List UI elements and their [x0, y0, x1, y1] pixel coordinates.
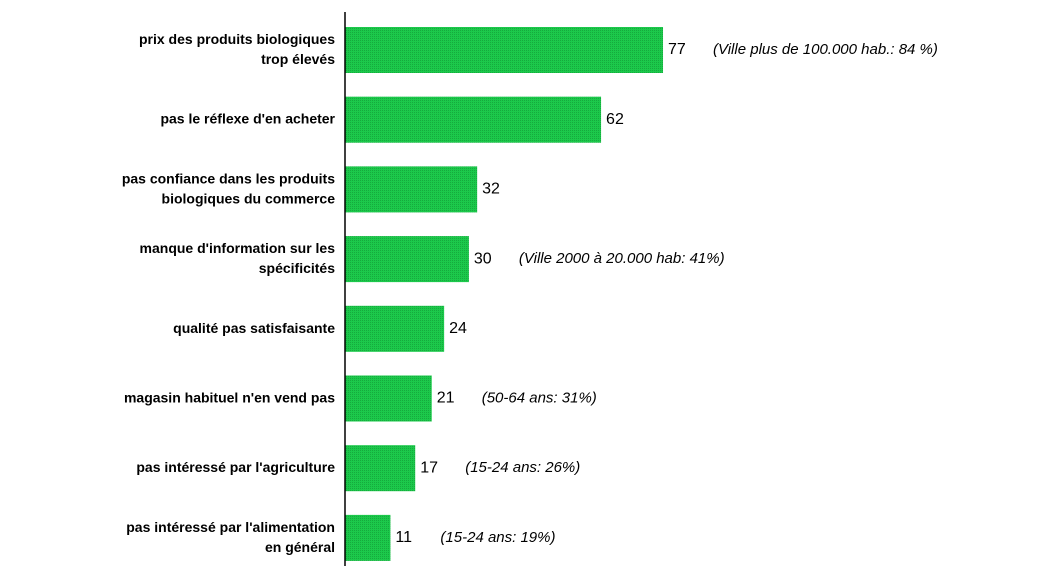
category-line: biologiques du commerce — [162, 190, 336, 206]
category-line: spécificités — [259, 260, 335, 276]
category-line: en général — [265, 539, 335, 555]
bar-texture — [345, 236, 469, 283]
category-label: prix des produits biologiques trop élevés — [139, 31, 335, 67]
bar-texture — [345, 305, 445, 352]
value-label: 32 — [482, 181, 500, 198]
bar-texture — [345, 27, 664, 73]
value-label: 24 — [449, 320, 467, 337]
value-label: 30 — [474, 250, 492, 267]
value-label: 21 — [437, 390, 455, 407]
bar-texture — [345, 166, 478, 213]
value-label: 62 — [606, 111, 624, 128]
bar-texture — [345, 375, 432, 422]
bar-texture — [345, 514, 391, 561]
value-label: 17 — [420, 459, 438, 476]
category-line: trop élevés — [261, 51, 335, 67]
category-line: manque d'information sur les — [140, 240, 336, 256]
category-line: pas intéressé par l'alimentation — [126, 519, 335, 535]
category-label: qualité pas satisfaisante — [173, 320, 335, 336]
category-label: pas intéressé par l'agriculture — [136, 459, 335, 475]
category-line: pas confiance dans les produits — [122, 170, 335, 186]
annotation: (15-24 ans: 19%) — [440, 529, 555, 546]
category-label: pas le réflexe d'en acheter — [160, 110, 335, 126]
category-label: pas intéressé par l'alimentation en génér… — [126, 519, 335, 555]
category-label: magasin habituel n'en vend pas — [124, 389, 335, 405]
category-label: manque d'information sur les spécificités — [140, 240, 336, 276]
value-label: 11 — [395, 529, 412, 546]
annotation: (Ville plus de 100.000 hab.: 84 %) — [713, 41, 938, 58]
bar-texture — [345, 445, 416, 492]
annotation: (Ville 2000 à 20.000 hab: 41%) — [519, 250, 725, 267]
category-line: prix des produits biologiques — [139, 31, 335, 47]
category-line: qualité pas satisfaisante — [173, 320, 335, 336]
category-line: pas le réflexe d'en acheter — [160, 110, 335, 126]
category-label: pas confiance dans les produits biologiqu… — [122, 170, 335, 206]
category-line: pas intéressé par l'agriculture — [136, 459, 335, 475]
category-line: magasin habituel n'en vend pas — [124, 389, 335, 405]
annotation: (15-24 ans: 26%) — [465, 459, 580, 476]
value-label: 77 — [668, 41, 686, 58]
annotation: (50-64 ans: 31%) — [482, 389, 597, 406]
bar-texture — [345, 96, 602, 143]
